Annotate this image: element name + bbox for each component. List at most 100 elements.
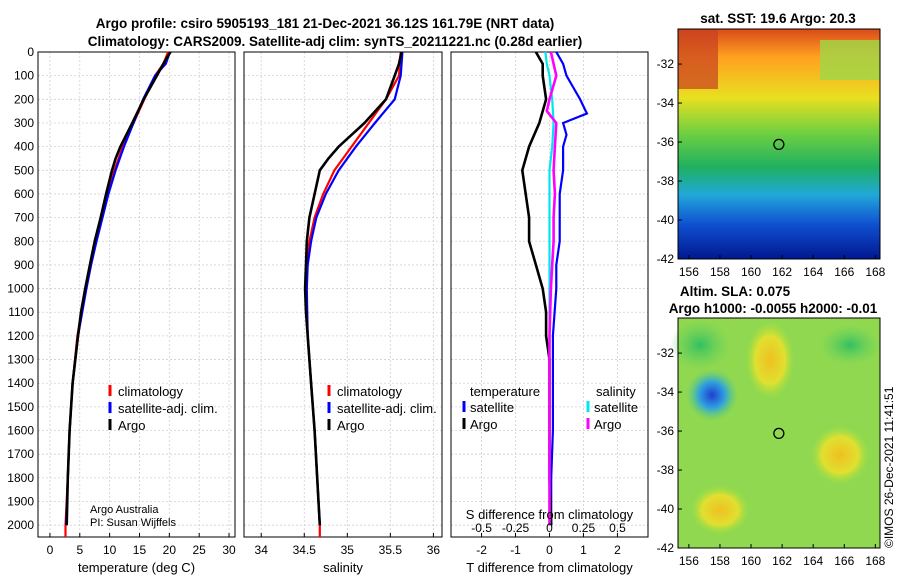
legend-label: satellite	[594, 400, 638, 415]
y-tick-label: 400	[14, 140, 34, 154]
map-y-tick-label: -34	[657, 385, 675, 399]
x2-tick-label: -0.25	[502, 521, 530, 535]
series-line-salinity-argo	[545, 51, 558, 526]
map-x-tick-label: 162	[772, 554, 792, 568]
sla-green-eddy	[670, 320, 730, 370]
sla-yellow-eddy	[745, 320, 795, 400]
x2-tick-label: 0	[546, 521, 553, 535]
credit-line1: Argo Australia	[90, 504, 159, 516]
sst-map: sat. SST: 19.6 Argo: 20.3 156 158 160 162 16…	[657, 11, 886, 279]
axes-frame	[37, 51, 236, 538]
map-y-tick-label: -32	[657, 346, 675, 360]
map-y-tick-label: -42	[657, 252, 675, 266]
x-tick-label: -1	[510, 543, 521, 557]
y-tick-label: 1100	[8, 305, 34, 319]
map-x-tick-label: 162	[772, 265, 792, 279]
x-tick-label: 20	[163, 543, 177, 557]
sla-yellow-eddy-3	[690, 485, 750, 535]
sla-ticks: 156 158 160 162 164 166 168 -32 -34 -36 -38 -40 -42	[657, 346, 886, 568]
legend-label: satellite-adj. clim.	[337, 401, 437, 416]
y-tick-label: 1000	[7, 282, 34, 296]
legend-title-salinity: salinity	[596, 384, 636, 399]
map-y-tick-label: -36	[657, 135, 675, 149]
x-tick-label: 0	[47, 543, 54, 557]
x-axis-label: T difference from climatology	[466, 560, 633, 575]
map-x-tick-label: 168	[865, 265, 885, 279]
sla-blue-eddy	[686, 369, 738, 421]
map-y-tick-label: -40	[657, 213, 675, 227]
x-tick-label: 34	[255, 543, 269, 557]
map-x-tick-label: 164	[803, 265, 823, 279]
x2-tick-label: 0.25	[572, 521, 596, 535]
difference-panel: -2 -1 0 1 2 T difference from climatology temp…	[450, 51, 649, 575]
sst-title: sat. SST: 19.6 Argo: 20.3	[700, 11, 856, 26]
y-tick-label: 1300	[7, 353, 34, 367]
x-tick-label: 0	[546, 543, 553, 557]
axes-frame	[243, 51, 443, 538]
x-tick-label: 15	[133, 543, 147, 557]
sst-green-patch	[820, 40, 880, 80]
map-x-tick-label: 158	[710, 554, 730, 568]
x-tick-label: 35.5	[379, 543, 403, 557]
y-tick-label: 1700	[7, 447, 34, 461]
title-line2: Climatology: CARS2009. Satellite-adj cli…	[88, 34, 582, 49]
legend-label: climatology	[118, 384, 184, 399]
map-y-tick-label: -32	[657, 57, 675, 71]
series-line-argo	[65, 51, 172, 526]
map-x-tick-label: 164	[803, 554, 823, 568]
y-tick-label: 300	[14, 116, 34, 130]
y-tick-label: 1800	[7, 471, 34, 485]
sst-argo-marker	[773, 138, 785, 151]
x2-tick-label: -0.5	[471, 521, 492, 535]
y-tick-label: 1900	[7, 495, 34, 509]
temperature-panel: 0100200300400500600700800900100011001200…	[7, 45, 236, 575]
sst-frame	[677, 28, 881, 260]
sla-map: Altim. SLA: 0.075 Argo h1000: -0.0055 h2…	[657, 284, 886, 568]
map-y-tick-label: -40	[657, 502, 675, 516]
x2-tick-label: 0.5	[609, 521, 626, 535]
x2-axis-label: S difference from climatology	[466, 507, 634, 522]
map-x-tick-label: 156	[679, 265, 699, 279]
legend-title-temperature: temperature	[470, 384, 540, 399]
map-x-tick-label: 156	[679, 554, 699, 568]
x-tick-label: 5	[76, 543, 83, 557]
map-y-tick-label: -38	[657, 174, 675, 188]
imos-credit: ©IMOS 26-Dec-2021 11:41:51	[882, 386, 896, 548]
y-tick-label: 1400	[7, 376, 34, 390]
y-tick-label: 800	[14, 234, 34, 248]
map-y-tick-label: -38	[657, 463, 675, 477]
series-line-temperature-satellite	[550, 51, 589, 526]
legend-label: climatology	[337, 384, 403, 399]
y-tick-label: 700	[14, 211, 34, 225]
map-y-tick-label: -42	[657, 541, 675, 555]
map-y-tick-label: -36	[657, 424, 675, 438]
legend-label: Argo	[594, 417, 621, 432]
sla-title: Altim. SLA: 0.075	[680, 284, 791, 299]
y-tick-label: 1600	[7, 424, 34, 438]
y-tick-label: 1200	[7, 329, 34, 343]
x-tick-label: -2	[476, 543, 487, 557]
y-tick-label: 600	[14, 187, 34, 201]
y-tick-label: 0	[27, 45, 34, 59]
x-tick-label: 25	[193, 543, 207, 557]
legend-label: satellite	[470, 400, 514, 415]
y-tick-label: 900	[14, 258, 34, 272]
y-tick-label: 2000	[7, 518, 34, 532]
x-tick-label: 30	[222, 543, 236, 557]
legend-label: Argo	[337, 418, 364, 433]
map-x-tick-label: 166	[834, 265, 854, 279]
title-line1: Argo profile: csiro 5905193_181 21-Dec-2…	[96, 16, 555, 31]
x-axis-label: salinity	[323, 560, 363, 575]
y-tick-label: 1500	[7, 400, 34, 414]
credit-line2: PI: Susan Wijffels	[90, 517, 176, 529]
sla-frame	[677, 317, 881, 549]
x-axis-label: temperature (deg C)	[78, 560, 195, 575]
sla-subtitle: Argo h1000: -0.0055 h2000: -0.01	[669, 301, 878, 316]
sst-ticks: 156 158 160 162 164 166 168 -32 -34 -36 -38 -40 -42	[657, 57, 886, 279]
map-x-tick-label: 166	[834, 554, 854, 568]
x-tick-label: 34.5	[293, 543, 317, 557]
series-line-climatology	[304, 51, 402, 537]
map-x-tick-label: 160	[741, 265, 761, 279]
x-tick-label: 10	[103, 543, 117, 557]
